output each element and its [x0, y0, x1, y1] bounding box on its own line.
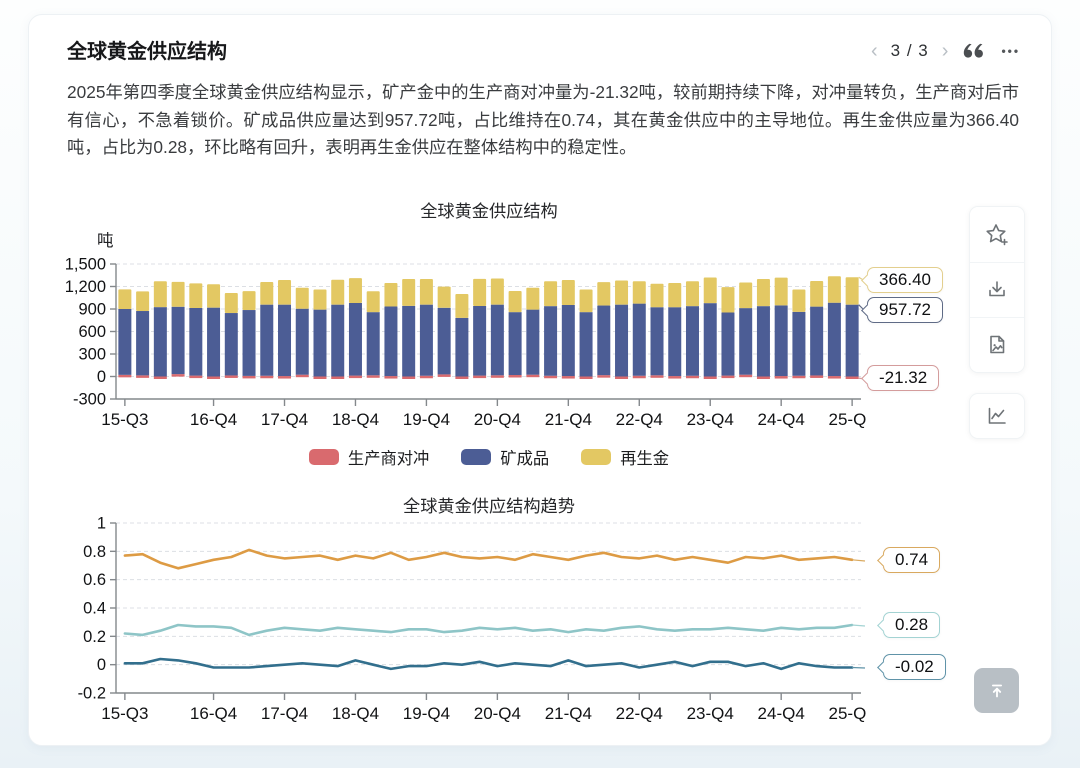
back-to-top-button[interactable] — [974, 668, 1019, 713]
download-icon — [989, 281, 1005, 297]
hedging-swatch — [308, 449, 339, 465]
svg-text:0.8: 0.8 — [83, 543, 106, 561]
recycled-swatch — [581, 449, 612, 465]
svg-text:18-Q4: 18-Q4 — [332, 410, 379, 429]
chart-toolbar — [969, 206, 1025, 373]
header-controls: ‹ 3 / 3 › ••• — [871, 41, 1020, 61]
callout-hedging: -21.32 — [860, 365, 940, 391]
svg-text:19-Q4: 19-Q4 — [403, 410, 450, 429]
favorite-button[interactable] — [970, 207, 1024, 262]
more-menu-button[interactable]: ••• — [1001, 44, 1021, 58]
svg-text:17-Q4: 17-Q4 — [261, 704, 308, 723]
svg-text:18-Q4: 18-Q4 — [332, 704, 379, 723]
chart-view-button[interactable] — [969, 393, 1025, 439]
download-button[interactable] — [970, 262, 1024, 317]
svg-text:23-Q4: 23-Q4 — [687, 410, 734, 429]
svg-text:20-Q4: 20-Q4 — [474, 410, 521, 429]
svg-text:1: 1 — [97, 515, 106, 533]
callout-connectors — [852, 559, 866, 669]
svg-text:24-Q4: 24-Q4 — [758, 410, 805, 429]
page-indicator: 3 / 3 — [890, 41, 929, 60]
svg-text:25-Q4: 25-Q4 — [829, 410, 866, 429]
trend-chart-title: 全球黄金供应结构趋势 — [403, 496, 575, 516]
chart-legend: 生产商对冲 矿成品 再生金 — [89, 445, 889, 469]
recycled-bars — [118, 276, 859, 318]
svg-text:-300: -300 — [73, 391, 106, 409]
callout-recycled-share: 0.28 — [876, 612, 941, 638]
svg-text:15-Q3: 15-Q3 — [101, 410, 148, 429]
svg-text:22-Q4: 22-Q4 — [616, 704, 663, 723]
mine-bars — [118, 302, 859, 377]
quote-icon[interactable] — [961, 43, 988, 60]
y-axis-unit: 吨 — [97, 232, 114, 250]
arrow-to-top-icon — [991, 684, 1002, 697]
callout-mine-share: 0.74 — [876, 547, 941, 573]
axes: 1 0.8 0.6 0.4 0.2 0 -0.215-Q3 16-Q4 17-Q4 18-Q4 19… — [78, 515, 866, 724]
prev-page-button[interactable]: ‹ — [871, 40, 878, 62]
callout-recycled: 366.40 — [860, 267, 943, 293]
svg-text:25-Q4: 25-Q4 — [829, 704, 866, 723]
svg-text:0.6: 0.6 — [83, 571, 106, 589]
image-file-icon — [990, 335, 1005, 354]
next-page-button[interactable]: › — [941, 40, 949, 62]
svg-text:15-Q3: 15-Q3 — [101, 704, 148, 723]
export-image-button[interactable] — [970, 317, 1024, 372]
svg-text:1,500: 1,500 — [65, 256, 106, 274]
svg-text:17-Q4: 17-Q4 — [261, 410, 308, 429]
line-chart-icon — [988, 407, 1006, 424]
svg-text:0: 0 — [97, 656, 106, 674]
svg-text:16-Q4: 16-Q4 — [190, 704, 237, 723]
hedging-bars — [118, 374, 859, 379]
svg-text:21-Q4: 21-Q4 — [545, 704, 592, 723]
report-card: 全球黄金供应结构 ‹ 3 / 3 › ••• 2025年第四季度全球黄金供应结构… — [28, 14, 1052, 746]
svg-text:900: 900 — [78, 301, 106, 319]
hedging-share-line — [123, 657, 854, 671]
svg-text:600: 600 — [78, 323, 106, 341]
summary-text: 2025年第四季度全球黄金供应结构显示，矿产金中的生产商对冲量为-21.32吨，… — [67, 82, 1019, 158]
legend-item-recycled[interactable]: 再生金 — [581, 445, 669, 469]
page-title: 全球黄金供应结构 — [67, 41, 227, 63]
svg-text:19-Q4: 19-Q4 — [403, 704, 450, 723]
svg-text:1,200: 1,200 — [65, 278, 106, 296]
callout-mine: 957.72 — [860, 297, 943, 323]
svg-text:16-Q4: 16-Q4 — [190, 410, 237, 429]
callout-connectors — [858, 276, 866, 380]
legend-item-mine[interactable]: 矿成品 — [461, 445, 549, 469]
svg-text:0: 0 — [97, 368, 106, 386]
callout-hedging-share: -0.02 — [876, 654, 946, 680]
supply-trend-chart: 1 0.8 0.6 0.4 0.2 0 -0.215-Q3 16-Q4 17-Q4 18-Q4 19… — [78, 515, 866, 724]
svg-text:20-Q4: 20-Q4 — [474, 704, 521, 723]
recycled-share-line — [123, 623, 854, 637]
svg-text:23-Q4: 23-Q4 — [687, 704, 734, 723]
mine-share-line — [123, 548, 854, 570]
svg-text:-0.2: -0.2 — [78, 685, 106, 703]
star-plus-icon — [986, 223, 1008, 245]
mine-swatch — [461, 449, 492, 465]
supply-chart-title: 全球黄金供应结构 — [420, 201, 558, 221]
svg-text:21-Q4: 21-Q4 — [545, 410, 592, 429]
svg-text:0.4: 0.4 — [83, 600, 106, 618]
svg-text:22-Q4: 22-Q4 — [616, 410, 663, 429]
svg-text:24-Q4: 24-Q4 — [758, 704, 805, 723]
legend-item-hedging[interactable]: 生产商对冲 — [308, 445, 429, 469]
svg-text:300: 300 — [78, 346, 106, 364]
svg-text:0.2: 0.2 — [83, 628, 106, 646]
